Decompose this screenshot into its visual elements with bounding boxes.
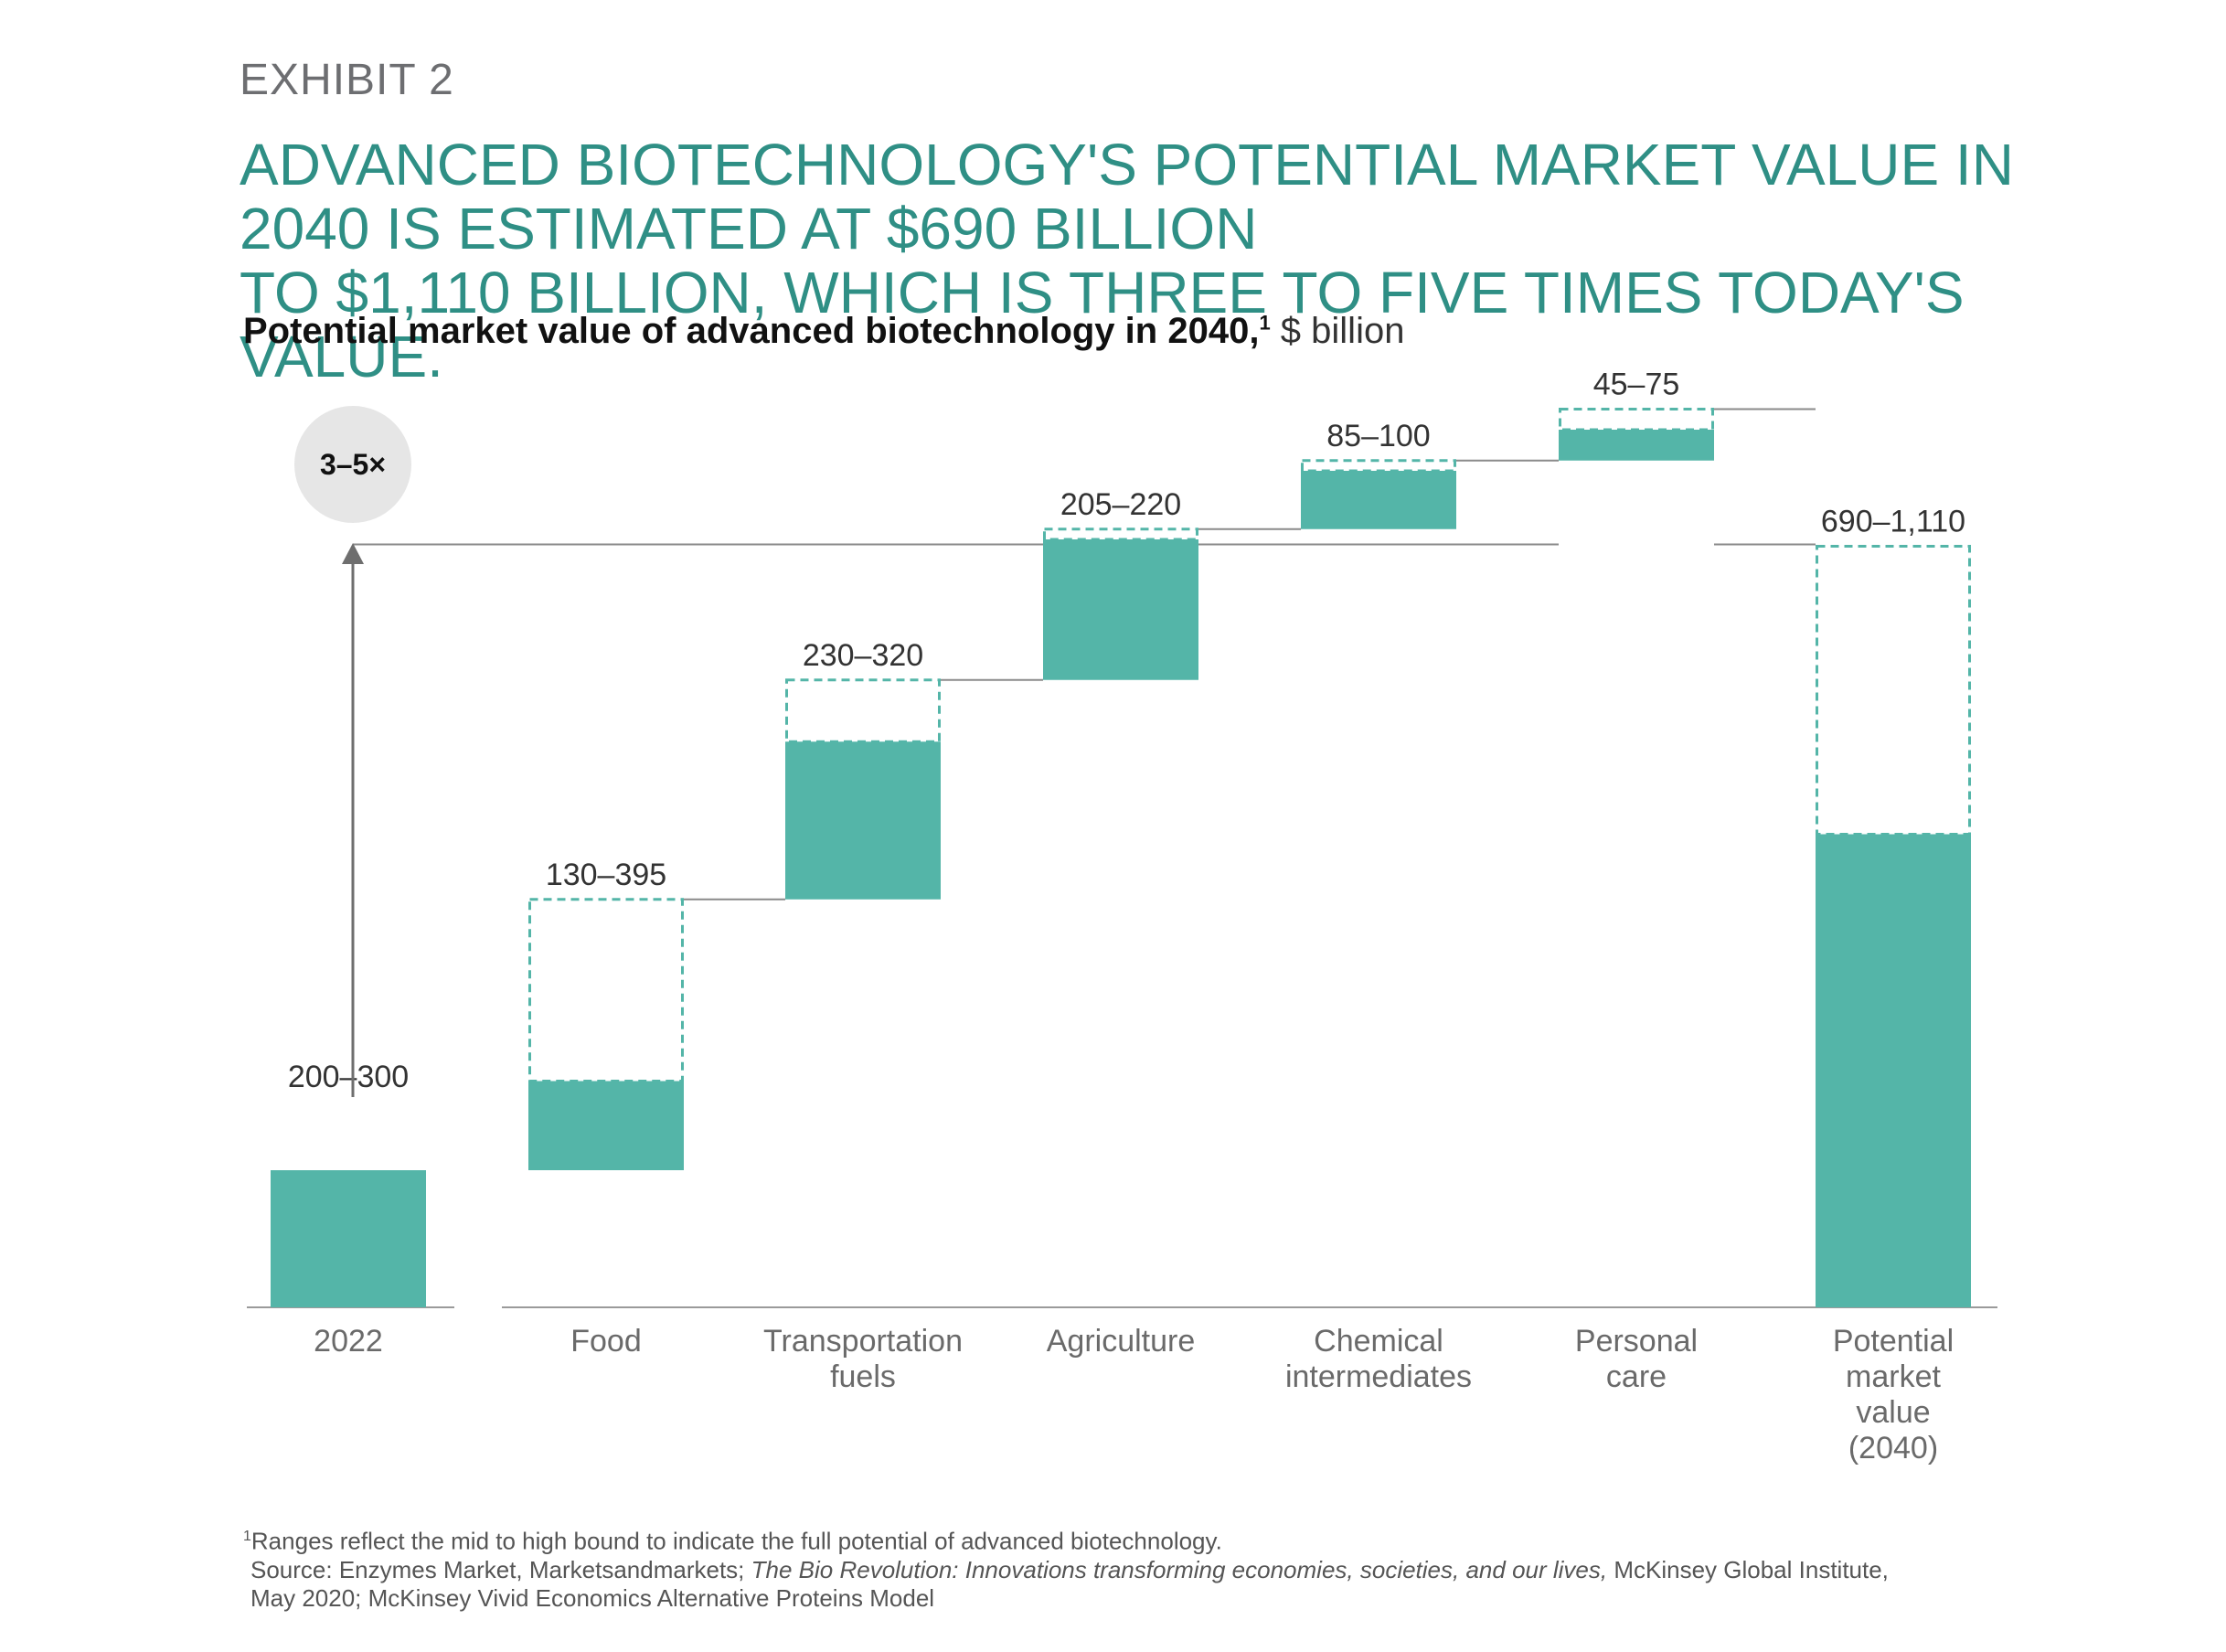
footnote-range-note: 1Ranges reflect the mid to high bound to… [243,1522,1889,1556]
headline-line-2: TO $1,110 BILLION, WHICH IS THREE TO FIV… [240,260,1965,389]
multiplier-badge-text: 3–5× [320,448,386,481]
footnotes: 1Ranges reflect the mid to high bound to… [243,1522,1889,1613]
source-prefix: Source: Enzymes Market, Marketsandmarket… [250,1555,751,1583]
bar-range-outline [1301,459,1456,473]
source-line-2: May 2020; McKinsey Vivid Economics Alter… [250,1583,935,1612]
exhibit-label: EXHIBIT 2 [240,56,454,104]
multiplier-badge [294,406,411,523]
data-label: 200–300 [288,1060,409,1094]
category-label: care [1606,1359,1667,1394]
bar-solid [785,741,941,900]
footnote-text: Ranges reflect the mid to high bound to … [250,1527,1222,1555]
bar-solid [1559,430,1714,461]
data-label: 45–75 [1593,368,1680,402]
data-label: 230–320 [803,638,923,673]
source-suffix: McKinsey Global Institute, [1607,1555,1889,1583]
bar-range-outline [1816,545,1971,836]
bar-solid [271,1170,426,1307]
bar-solid [528,1081,684,1170]
data-label: 690–1,110 [1821,505,1965,539]
bar-range-outline [785,678,941,743]
category-label: Personal [1575,1324,1698,1359]
category-label: Chemical [1314,1324,1443,1359]
chart-subtitle: Potential market value of advanced biote… [243,311,1404,352]
headline: ADVANCED BIOTECHNOLOGY'S POTENTIAL MARKE… [240,133,2031,389]
subtitle-bold: Potential market value of advanced biote… [243,311,1260,351]
category-label: 2022 [314,1324,383,1359]
source-line-1: Source: Enzymes Market, Marketsandmarket… [243,1556,1889,1584]
bar-range-outline [528,898,684,1082]
category-label: intermediates [1285,1359,1472,1394]
arrow-up-icon [342,543,364,564]
subtitle-unit: $ billion [1270,311,1405,351]
category-label: Transportation [763,1324,963,1359]
data-label: 85–100 [1326,419,1430,453]
category-label: value [1856,1395,1930,1430]
data-label: 205–220 [1060,487,1181,522]
bar-solid [1043,539,1198,680]
category-label: Agriculture [1047,1324,1196,1359]
category-label: fuels [830,1359,896,1394]
category-label: Food [570,1324,642,1359]
category-label: Potential [1833,1324,1954,1359]
category-label: (2040) [1848,1431,1938,1465]
footnote-mark: 1 [243,1529,251,1544]
headline-line-1: ADVANCED BIOTECHNOLOGY'S POTENTIAL MARKE… [240,132,2014,261]
bar-solid [1301,471,1456,529]
bar-range-outline [1043,528,1198,541]
bar-range-outline [1559,408,1714,432]
source-title: The Bio Revolution: Innovations transfor… [751,1555,1608,1583]
category-label: market [1846,1359,1941,1394]
data-label: 130–395 [546,858,666,892]
subtitle-footnote-mark: 1 [1259,311,1271,335]
bar-solid [1816,834,1971,1307]
